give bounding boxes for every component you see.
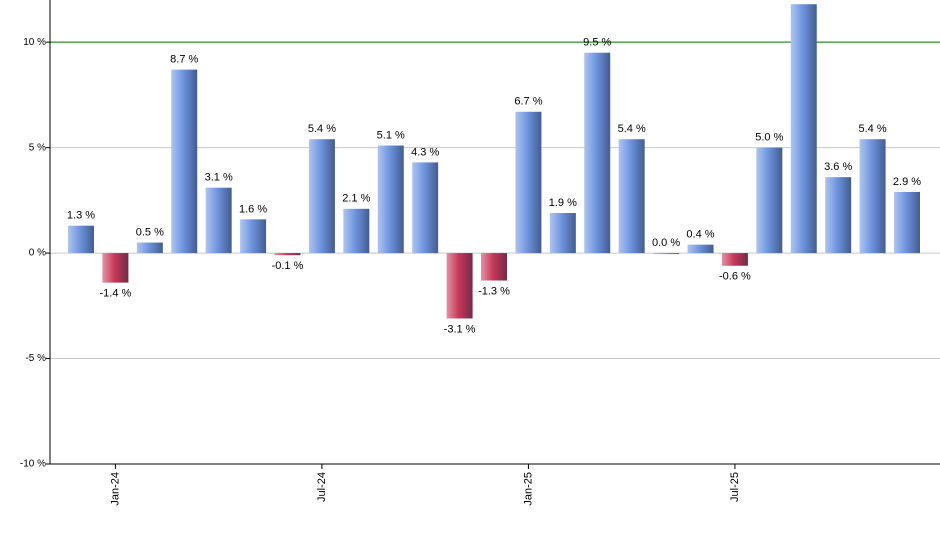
value-label: 6.7 % [514,96,542,108]
bar [549,213,576,254]
bar [687,244,714,254]
value-label: 5.0 % [755,132,783,144]
bar [343,208,370,254]
x-tick-label: Jan-25 [522,472,534,506]
value-label: 2.9 % [893,176,921,188]
bar [136,242,163,254]
value-label: 0.0 % [652,237,680,249]
bar [102,253,129,283]
y-tick-label: 5 % [29,142,46,153]
value-label: 1.6 % [239,203,267,215]
bar [618,139,645,254]
bar [825,177,852,254]
value-label: 5.4 % [308,123,336,135]
y-tick-label: -5 % [25,353,46,364]
value-label: 1.9 % [549,197,577,209]
bar [481,253,507,281]
bar [446,253,473,319]
x-tick-label: Jan-24 [109,472,121,506]
bar [515,111,542,254]
value-label: -1.4 % [100,288,132,300]
value-label: 4.3 % [411,146,439,158]
bar [274,253,301,256]
bar [68,225,94,254]
bar [721,253,748,266]
bar [377,145,404,254]
bar [205,187,232,254]
bar [412,162,439,254]
value-label: 3.6 % [824,161,852,173]
x-tick-label: Jul-25 [729,472,741,502]
bar [240,219,267,254]
value-label: -1.3 % [478,285,510,297]
value-label: 5.1 % [377,129,405,141]
bar [756,147,783,254]
bar [308,139,335,254]
value-label: 5.4 % [618,123,646,135]
y-tick-label: 0 % [29,248,46,259]
value-label: -0.6 % [719,271,751,283]
bar [859,139,886,254]
value-label: -0.1 % [272,260,304,272]
value-label: 3.1 % [205,172,233,184]
value-label: 2.1 % [342,193,370,205]
bar [171,69,198,254]
x-tick-label: Jul-24 [316,472,328,502]
value-label: 0.5 % [136,226,164,238]
value-label: 5.4 % [859,123,887,135]
bar [584,52,611,254]
bar [790,4,817,254]
y-tick-label: 10 % [23,37,46,48]
value-label: -3.1 % [444,323,476,335]
bar [894,191,920,254]
value-label: 1.3 % [67,210,95,222]
value-label: 0.4 % [686,229,714,241]
bar [653,253,680,255]
value-label: 8.7 % [170,54,198,66]
y-tick-label: -10 % [20,459,46,470]
value-label: 9.5 % [583,37,611,49]
